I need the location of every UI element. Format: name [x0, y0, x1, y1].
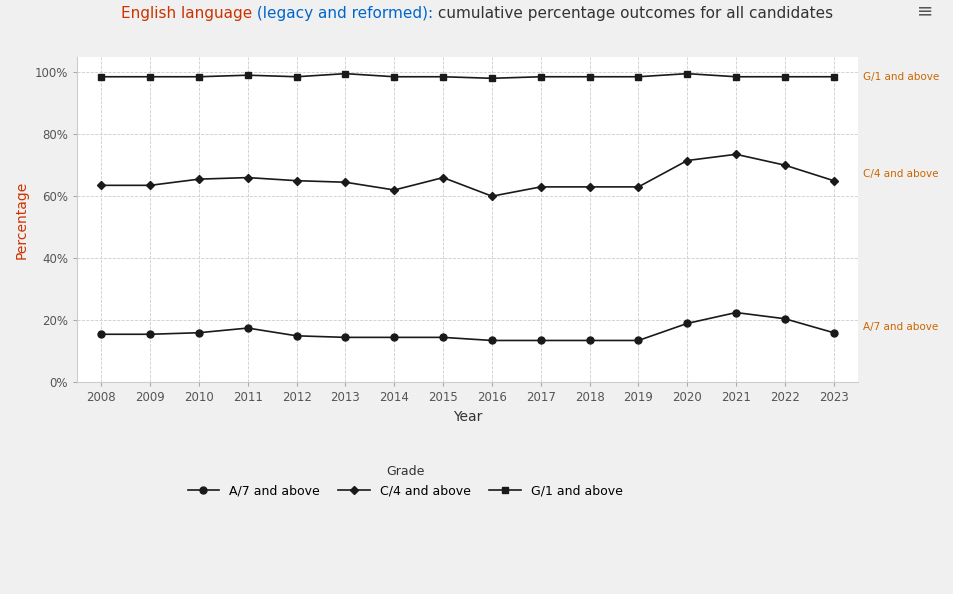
Text: ≡: ≡	[916, 2, 932, 21]
Text: cumulative percentage outcomes for all candidates: cumulative percentage outcomes for all c…	[433, 6, 832, 21]
Text: A/7 and above: A/7 and above	[862, 321, 938, 331]
Text: (legacy and reformed):: (legacy and reformed):	[252, 6, 433, 21]
Text: G/1 and above: G/1 and above	[862, 72, 939, 82]
X-axis label: Year: Year	[453, 410, 481, 424]
Legend: A/7 and above, C/4 and above, G/1 and above: A/7 and above, C/4 and above, G/1 and ab…	[182, 460, 627, 503]
Y-axis label: Percentage: Percentage	[15, 181, 29, 258]
Text: English language: English language	[121, 6, 252, 21]
Text: C/4 and above: C/4 and above	[862, 169, 938, 179]
